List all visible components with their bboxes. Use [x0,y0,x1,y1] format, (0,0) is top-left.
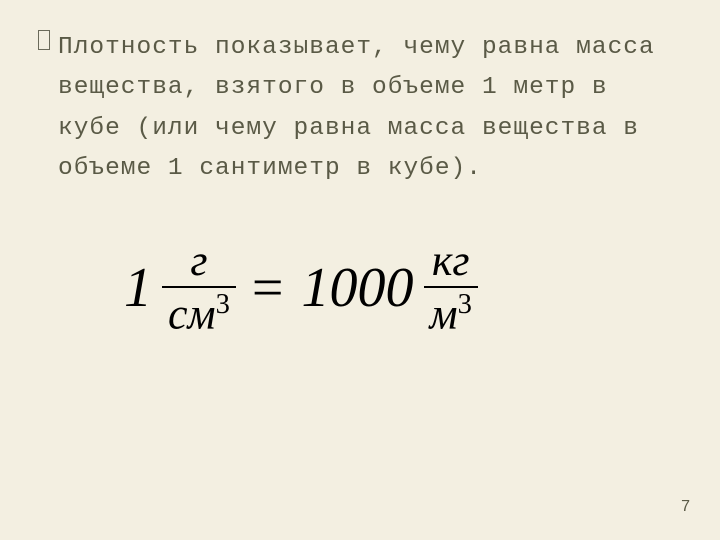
bulleted-paragraph: Плотность показывает, чему равна масса в… [58,28,672,190]
right-denominator: м3 [424,290,478,338]
page-number: 7 [681,498,690,516]
left-fraction: г см3 [158,238,240,338]
right-numerator: кг [426,238,476,284]
right-fraction: кг м3 [420,238,482,338]
equals-sign: = [240,256,296,320]
left-denominator: см3 [162,290,236,338]
fraction-line [424,286,478,288]
paragraph-text: Плотность показывает, чему равна масса в… [58,28,672,190]
fraction-line [162,286,236,288]
right-scalar: 1000 [296,260,420,316]
left-numerator: г [184,238,213,284]
left-scalar: 1 [118,260,158,316]
bullet-icon [38,30,50,50]
density-formula: 1 г см3 = 1000 кг м3 [118,238,672,338]
